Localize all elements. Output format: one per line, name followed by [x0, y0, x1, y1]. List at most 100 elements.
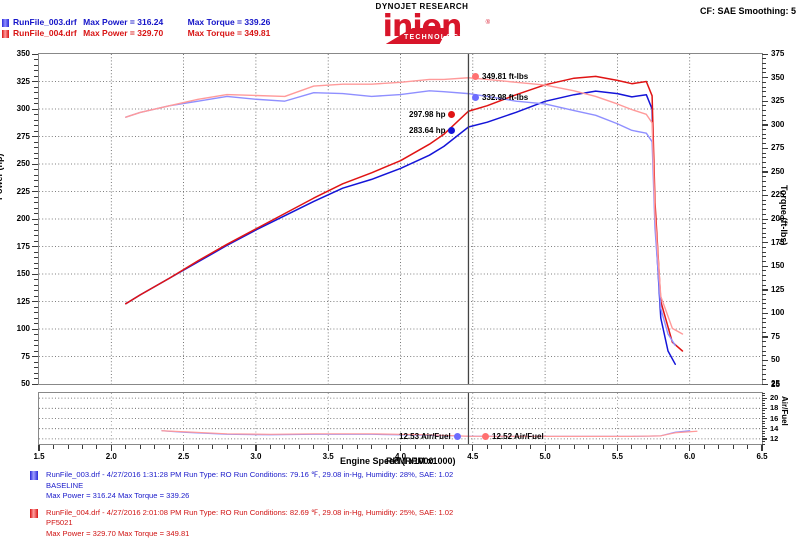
y2-tick-minor [762, 237, 766, 239]
y-tick-minor [34, 119, 38, 121]
y-tick-minor [34, 339, 38, 341]
y2-tick-minor [762, 374, 766, 376]
x-tick-major [38, 445, 40, 451]
run1-color-swatch [2, 18, 9, 27]
y-tick-label-torque: 200 [771, 214, 785, 223]
y-tick-minor [34, 207, 38, 209]
af-tick-label: 14 [770, 423, 779, 433]
y2-tick-minor [762, 67, 766, 69]
y2-tick-minor [762, 223, 766, 225]
y2-tick-major [762, 265, 768, 268]
af-tick-minor [762, 415, 765, 417]
y-tick-label-power: 250 [16, 159, 30, 168]
y2-tick-minor [762, 378, 766, 380]
af-tick-minor [762, 430, 765, 432]
run2-legend-swatch [30, 508, 38, 518]
x-tick-minor [313, 445, 315, 449]
run2-max-torque: Max Torque = 349.81 [187, 28, 271, 38]
run1-max-power: Max Power = 316.24 [83, 17, 164, 27]
x-tick-minor [443, 445, 445, 449]
y-tick-label-torque: 175 [771, 237, 785, 247]
y-tick-minor [34, 290, 38, 292]
x-tick-major [110, 445, 112, 451]
x-tick-minor [67, 445, 69, 449]
y-tick-major [32, 383, 38, 385]
dynojet-research-title: DYNOJET RESEARCH [375, 2, 469, 11]
y-tick-minor [34, 240, 38, 242]
y-tick-minor [34, 202, 38, 204]
af-tick-minor [762, 413, 765, 414]
run1-filename: RunFile_003.drf [13, 17, 77, 27]
x-tick-minor [269, 445, 271, 449]
y2-tick-minor [762, 341, 766, 343]
injen-technology-label: TECHNOLOGY [404, 34, 466, 41]
y2-tick-major [762, 359, 768, 362]
y-tick-minor [34, 103, 38, 105]
y-tick-minor [34, 257, 38, 259]
y2-tick-major [762, 336, 768, 338]
x-tick-minor [501, 445, 503, 449]
x-tick-minor [96, 445, 98, 449]
y-tick-label-torque: 300 [771, 119, 785, 129]
y2-tick-minor [762, 110, 766, 112]
y-tick-major [32, 81, 38, 83]
top-legend-row: RunFile_003.drf Max Power = 316.24 Max T… [2, 17, 270, 28]
y2-tick-minor [762, 86, 766, 88]
y2-tick-minor [762, 270, 766, 272]
y2-tick-minor [762, 355, 766, 357]
x-tick-minor [371, 445, 373, 449]
x-tick-minor [602, 445, 604, 449]
y-tick-major [32, 301, 38, 303]
x-tick-minor [125, 445, 127, 449]
series-line [125, 75, 684, 352]
y-tick-label-torque: 350 [771, 72, 785, 82]
y-tick-major [32, 328, 38, 330]
run-detail-block: RunFile_003.drf - 4/27/2016 1:31:28 PM R… [30, 470, 453, 502]
run1-legend-swatch [30, 471, 38, 480]
y-tick-minor [34, 345, 38, 347]
x-tick-minor [53, 445, 55, 449]
y2-tick-minor [762, 129, 766, 131]
y2-tick-major [762, 194, 768, 197]
af-tick-minor [762, 423, 765, 425]
x-tick-label: 2.0 [105, 452, 117, 461]
y-tick-label-torque: 50 [771, 355, 780, 365]
run2-maxima: Max Power = 329.70 Max Torque = 349.81 [46, 528, 190, 538]
y2-tick-minor [762, 91, 766, 93]
y-tick-minor [34, 279, 38, 281]
y-tick-minor [34, 114, 38, 116]
y-tick-label-power: 325 [16, 76, 30, 86]
run-detail-block: RunFile_004.drf - 4/27/2016 2:01:08 PM R… [30, 508, 453, 540]
y-tick-minor [34, 295, 38, 297]
x-tick-minor [356, 445, 358, 449]
callout-value-label: 12.52 Air/Fuel [492, 432, 544, 441]
y-tick-minor [34, 229, 38, 231]
af-tick-minor [762, 435, 765, 437]
y2-tick-major [762, 289, 768, 291]
y-tick-minor [34, 378, 38, 380]
y2-tick-minor [762, 204, 766, 206]
callout-value-label: 12.53 Air/Fuel [399, 432, 451, 441]
run-details-legend: RunFile_003.drf - 4/27/2016 1:31:28 PM R… [30, 470, 453, 545]
y-tick-minor [34, 334, 38, 336]
x-tick-minor [298, 445, 300, 449]
y-tick-minor [34, 372, 38, 374]
y2-tick-major [762, 100, 768, 103]
y2-tick-minor [762, 133, 766, 135]
x-axis-title-overlap: RPM x1000 [386, 456, 434, 466]
x-tick-minor [573, 445, 575, 449]
x-tick-major [399, 445, 402, 451]
x-tick-minor [197, 445, 199, 449]
y-tick-minor [34, 262, 38, 264]
y-tick-minor [34, 284, 38, 286]
af-tick-label: 18 [770, 403, 779, 413]
y2-tick-minor [762, 190, 766, 192]
y-tick-label-torque: 150 [771, 261, 785, 271]
x-tick-minor [645, 445, 647, 449]
x-tick-minor [703, 445, 705, 449]
callout-marker-dot [448, 111, 456, 118]
af-tick-minor [762, 425, 765, 427]
y-tick-minor [34, 251, 38, 253]
af-tick-minor [762, 433, 765, 435]
x-tick-minor [154, 445, 156, 449]
